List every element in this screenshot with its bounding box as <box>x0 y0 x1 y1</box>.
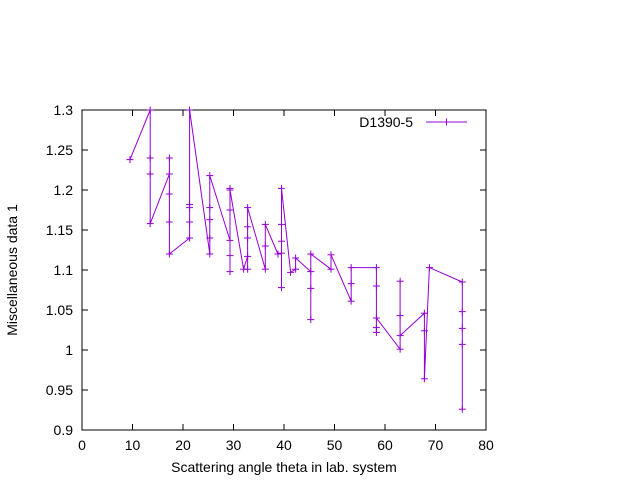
data-point <box>420 309 428 317</box>
x-tick-label: 70 <box>428 437 444 453</box>
x-tick-label: 60 <box>377 437 393 453</box>
data-point <box>396 312 404 320</box>
data-point <box>307 268 315 276</box>
data-point <box>165 190 173 198</box>
data-point <box>372 314 380 322</box>
y-tick-label: 0.95 <box>46 382 73 398</box>
data-point <box>396 277 404 285</box>
data-point <box>277 184 285 192</box>
data-point <box>186 218 194 226</box>
data-point <box>420 327 428 335</box>
data-point <box>327 251 335 259</box>
plot-frame <box>81 109 487 431</box>
y-tick-label: 1.15 <box>46 222 73 238</box>
data-point <box>396 332 404 340</box>
x-tick-label: 10 <box>125 437 141 453</box>
data-point <box>458 340 466 348</box>
data-point <box>226 268 234 276</box>
data-point <box>186 200 194 208</box>
y-tick-label: 1.3 <box>54 102 74 118</box>
data-point <box>372 282 380 290</box>
data-point <box>244 234 252 242</box>
y-tick-label: 1.2 <box>54 182 74 198</box>
data-point <box>186 234 194 242</box>
data-point <box>420 375 428 383</box>
data-point <box>226 252 234 260</box>
data-point <box>458 324 466 332</box>
data-point <box>292 265 300 273</box>
data-point <box>206 234 214 242</box>
x-tick-label: 30 <box>226 437 242 453</box>
data-point <box>372 328 380 336</box>
data-point <box>206 216 214 224</box>
x-tick-label: 0 <box>78 437 86 453</box>
x-tick-label: 40 <box>276 437 292 453</box>
data-point <box>277 237 285 245</box>
legend-marker <box>443 118 450 126</box>
legend-label: D1390-5 <box>359 114 413 130</box>
data-point <box>327 265 335 273</box>
data-point <box>244 252 252 260</box>
x-tick-label: 80 <box>478 437 494 453</box>
data-point <box>126 156 134 164</box>
data-point <box>165 170 173 178</box>
data-point <box>165 250 173 258</box>
data-point <box>292 254 300 262</box>
data-point <box>347 280 355 288</box>
data-point <box>347 297 355 305</box>
data-point <box>165 218 173 226</box>
data-point <box>244 265 252 273</box>
data-point <box>277 284 285 292</box>
data-point <box>277 249 285 257</box>
data-point <box>307 316 315 324</box>
x-axis: 0 10 20 30 40 50 60 70 80 <box>78 110 494 453</box>
y-tick-label: 1.25 <box>46 142 73 158</box>
data-point <box>261 265 269 273</box>
data-point <box>396 345 404 353</box>
y-tick-label: 1.05 <box>46 302 73 318</box>
data-point <box>307 284 315 292</box>
data-point <box>372 264 380 272</box>
data-point <box>287 268 295 276</box>
data-point <box>206 172 214 180</box>
data-point <box>226 236 234 244</box>
data-point <box>146 220 154 228</box>
data-point <box>277 220 285 228</box>
y-tick-label: 1 <box>65 342 73 358</box>
y-axis: 0.9 0.95 1 1.05 1.1 1.15 1.2 1.25 1.3 <box>46 102 486 438</box>
data-point <box>226 186 234 194</box>
series-line <box>129 109 463 410</box>
data-point <box>347 264 355 272</box>
data-point <box>244 223 252 231</box>
legend: D1390-5 <box>359 114 467 130</box>
data-point <box>307 250 315 258</box>
x-tick-label: 20 <box>175 437 191 453</box>
data-point <box>274 250 282 258</box>
data-point <box>206 250 214 258</box>
x-axis-title: Scattering angle theta in lab. system <box>171 459 397 475</box>
data-point <box>146 170 154 178</box>
data-point <box>261 220 269 228</box>
y-tick-label: 0.9 <box>54 422 74 438</box>
data-point <box>458 278 466 286</box>
y-axis-title: Miscellaneous data 1 <box>4 204 20 336</box>
data-point <box>458 308 466 316</box>
data-point <box>226 206 234 214</box>
x-tick-label: 50 <box>327 437 343 453</box>
data-point <box>186 106 194 114</box>
data-point <box>261 242 269 250</box>
data-point <box>146 106 154 114</box>
data-point <box>165 154 173 162</box>
y-tick-label: 1.1 <box>54 262 74 278</box>
series-layer <box>126 106 466 413</box>
data-point <box>244 204 252 212</box>
data-point <box>425 264 433 272</box>
data-point <box>458 405 466 413</box>
data-point <box>206 204 214 212</box>
data-point <box>146 154 154 162</box>
